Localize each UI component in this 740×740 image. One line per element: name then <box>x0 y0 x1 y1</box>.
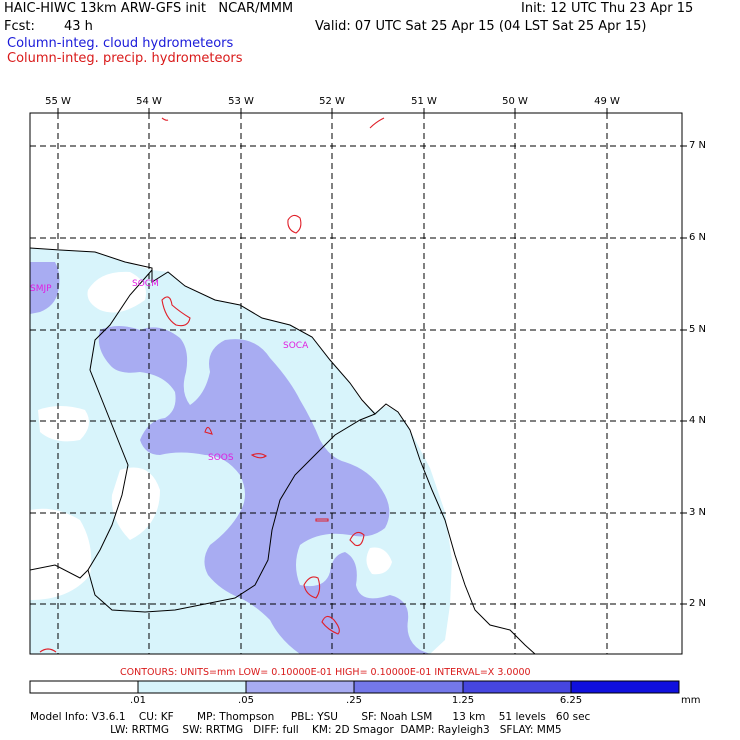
lat-label-6n: 6 N <box>689 232 707 243</box>
model-info-line1: Model Info: V3.6.1 CU: KF MP: Thompson P… <box>30 711 591 723</box>
precip-field-label: Column-integ. precip. hydrometeors <box>7 51 243 66</box>
plot-title: HAIC-HIWC 13km ARW-GFS init NCAR/MMM <box>4 1 294 16</box>
lon-label-55w: 55 W <box>45 96 71 107</box>
lat-label-4n: 4 N <box>689 415 707 426</box>
contour-info: CONTOURS: UNITS=mm LOW= 0.10000E-01 HIGH… <box>120 667 531 678</box>
model-info-line2: LW: RRTMG SW: RRTMG DIFF: full KM: 2D Sm… <box>30 724 562 736</box>
colorbar-label-125: 1.25 <box>451 695 475 706</box>
lat-label-5n: 5 N <box>689 324 707 335</box>
colorbar-label-025: .25 <box>346 695 362 706</box>
station-soos: SOOS <box>208 453 234 463</box>
colorbar <box>29 680 680 694</box>
colorbar-units: mm <box>681 695 701 706</box>
station-socm: SOCM <box>132 279 159 289</box>
forecast-label: Fcst: <box>4 19 35 34</box>
colorbar-label-005: .05 <box>238 695 254 706</box>
station-soca: SOCA <box>283 341 309 351</box>
lat-label-3n: 3 N <box>689 507 707 518</box>
lon-label-53w: 53 W <box>228 96 254 107</box>
lon-label-54w: 54 W <box>136 96 162 107</box>
lat-label-7n: 7 N <box>689 140 707 151</box>
lat-label-2n: 2 N <box>689 598 707 609</box>
cloud-field-label: Column-integ. cloud hydrometeors <box>7 36 234 51</box>
colorbar-label-001: .01 <box>130 695 146 706</box>
lon-label-51w: 51 W <box>411 96 437 107</box>
lon-label-49w: 49 W <box>594 96 620 107</box>
lon-label-52w: 52 W <box>319 96 345 107</box>
init-time: Init: 12 UTC Thu 23 Apr 15 <box>521 1 694 16</box>
cloud-shading-medium <box>98 326 430 654</box>
lon-label-50w: 50 W <box>502 96 528 107</box>
station-smjp: SMJP <box>30 284 52 294</box>
border-line <box>87 269 376 613</box>
forecast-hours: 43 h <box>64 19 93 34</box>
valid-time: Valid: 07 UTC Sat 25 Apr 15 (04 LST Sat … <box>315 19 647 34</box>
coastline <box>30 247 536 654</box>
colorbar-label-625: 6.25 <box>559 695 583 706</box>
